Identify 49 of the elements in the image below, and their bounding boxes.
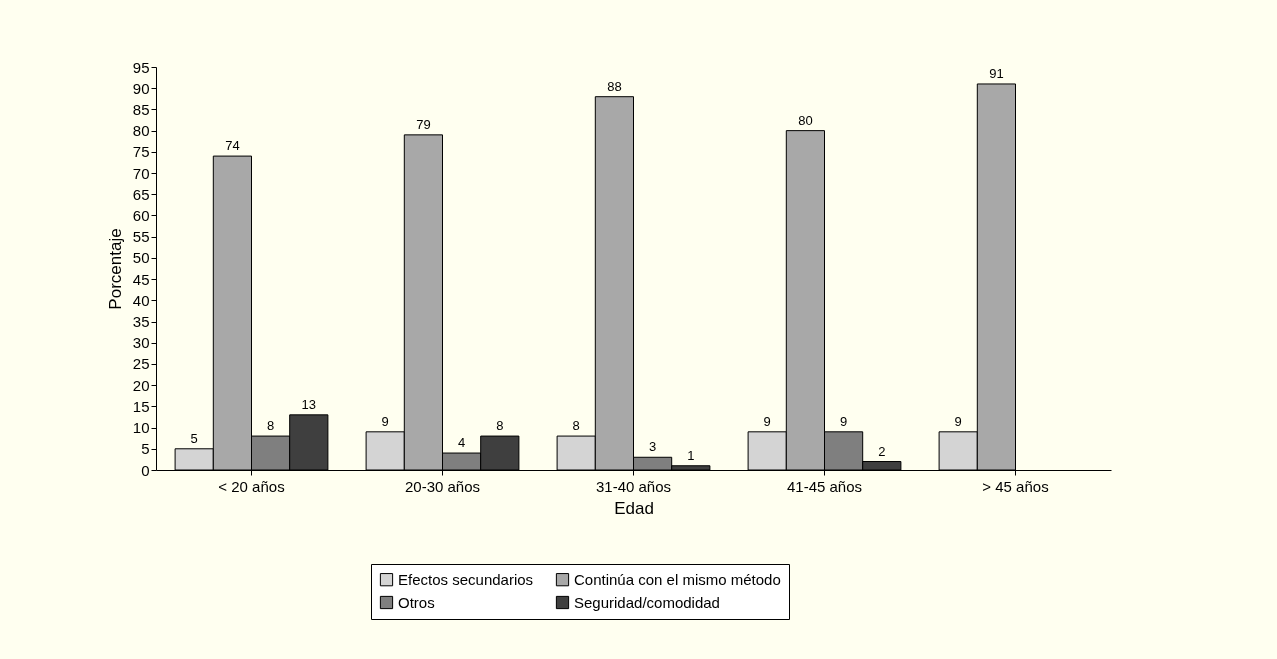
data-label: 9	[381, 413, 389, 429]
data-label: 79	[416, 116, 431, 132]
y-tick-label: 45	[132, 270, 150, 288]
y-tick-label: 90	[132, 79, 150, 97]
legend-label: Efectos secundarios	[398, 570, 534, 588]
y-tick-label: 55	[132, 228, 150, 246]
legend-label: Otros	[398, 593, 435, 611]
y-tick-label: 75	[132, 143, 150, 161]
data-label: 13	[301, 396, 317, 412]
x-tick-label: < 20 años	[218, 477, 285, 495]
data-label: 9	[763, 413, 771, 429]
y-tick-label: 80	[132, 122, 150, 140]
x-tick-label: > 45 años	[982, 477, 1049, 495]
data-label: 3	[648, 439, 657, 455]
data-label: 88	[607, 78, 622, 94]
y-tick-label: 30	[132, 334, 150, 352]
y-tick-label: 70	[132, 164, 150, 182]
y-tick-label: 0	[141, 461, 150, 479]
y-tick-label: 20	[132, 376, 150, 394]
y-tick-label: 35	[132, 313, 150, 331]
data-label: 8	[266, 418, 275, 434]
y-tick-label: 60	[132, 206, 150, 224]
y-tick-label: 15	[132, 397, 150, 415]
x-tick-label: 20-30 años	[404, 477, 481, 495]
data-label: 5	[190, 430, 198, 446]
x-axis-title: Edad	[614, 498, 654, 518]
y-tick-label: 10	[132, 419, 150, 437]
data-label: 8	[496, 418, 504, 434]
data-label: 4	[457, 435, 466, 451]
data-label: 1	[687, 447, 695, 463]
data-label: 8	[572, 418, 580, 434]
y-tick-label: 95	[132, 58, 150, 76]
y-axis-title: Porcentaje	[105, 228, 125, 310]
legend-label: Continúa con el mismo método	[574, 570, 781, 588]
data-label: 2	[878, 443, 886, 459]
x-tick-label: 31-40 años	[595, 477, 672, 495]
y-tick-label: 65	[132, 185, 150, 203]
data-label: 74	[225, 138, 240, 154]
y-tick-label: 25	[132, 355, 150, 373]
data-label: 91	[989, 65, 1004, 81]
y-tick-label: 5	[141, 440, 150, 458]
y-tick-label: 85	[132, 100, 150, 118]
x-tick-label: 41-45 años	[786, 477, 863, 495]
y-tick-label: 40	[132, 291, 150, 309]
legend-label: Seguridad/comodidad	[574, 593, 720, 611]
data-label: 9	[839, 413, 848, 429]
y-tick-label: 50	[132, 249, 150, 267]
data-label: 80	[798, 112, 813, 128]
data-label: 9	[954, 413, 962, 429]
